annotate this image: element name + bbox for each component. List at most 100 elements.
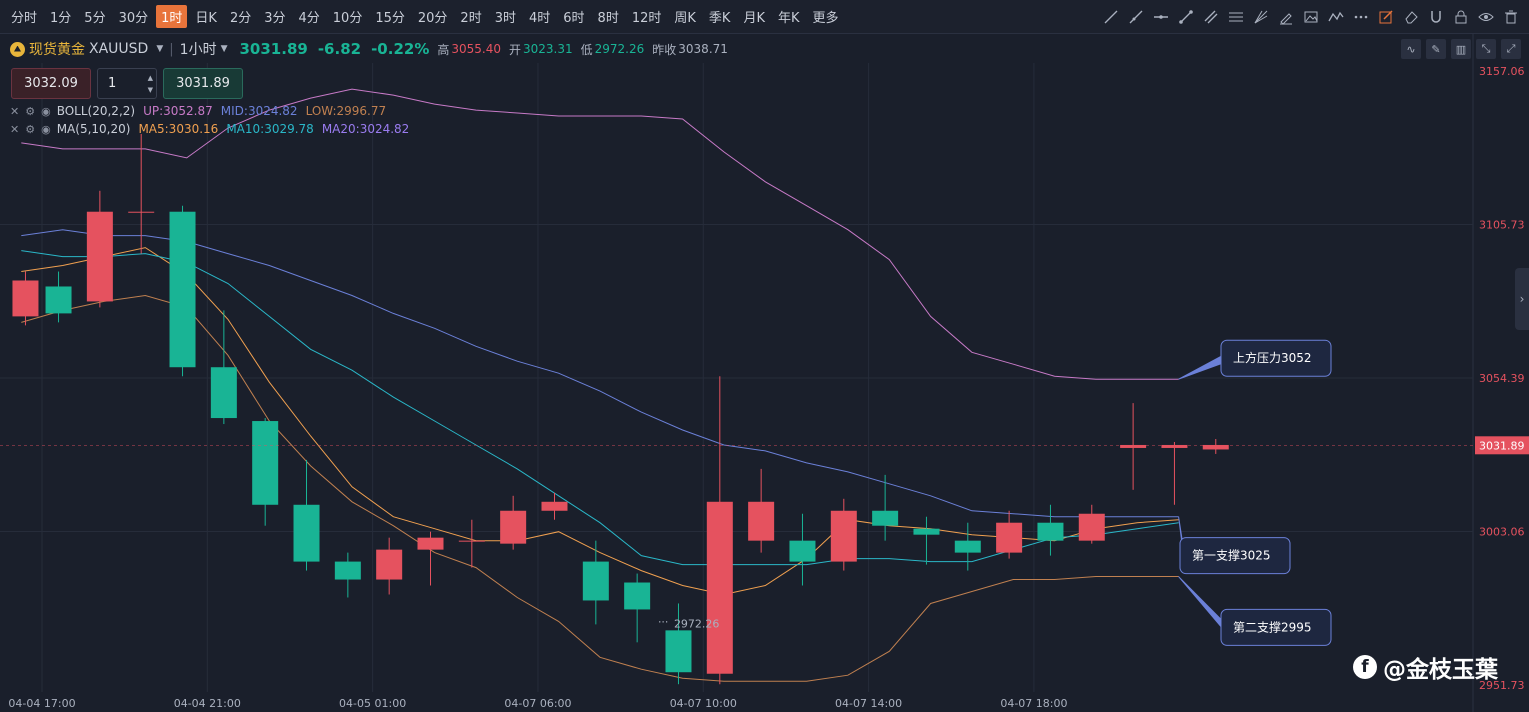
period-tab[interactable]: 2分 [229,11,252,26]
collapse-panel-button[interactable]: › [1515,268,1529,330]
period-tab[interactable]: 月K [743,11,765,26]
candle-body[interactable] [541,501,568,511]
symbol-code[interactable]: XAUUSD [89,41,149,57]
annotation-box[interactable] [1220,339,1332,377]
parallel-line-icon[interactable] [1199,5,1223,29]
chevron-down-icon[interactable]: ▼ [220,44,228,54]
stepper-arrows-icon[interactable]: ▲ ▼ [147,74,153,94]
magnet-icon[interactable] [1424,5,1448,29]
y-tick-label: 3157.06 [1479,65,1525,78]
candle-body[interactable] [252,421,279,505]
wave-icon[interactable] [1324,5,1348,29]
period-tab[interactable]: 日K [195,11,217,26]
extended-line-icon[interactable] [1124,5,1148,29]
eraser-icon[interactable] [1399,5,1423,29]
period-tab[interactable]: 10分 [332,11,363,26]
period-tab[interactable]: 5分 [84,11,106,26]
chart-type-icon[interactable]: ▥ [1451,39,1471,59]
period-tab[interactable]: 1时 [156,5,188,28]
candle-body[interactable] [86,211,113,302]
candle-body[interactable] [582,561,609,601]
candle-body[interactable] [1037,522,1064,541]
period-tab[interactable]: 4时 [528,11,551,26]
period-tab[interactable]: 4分 [298,11,320,26]
eye-icon[interactable] [1474,5,1498,29]
candle-body[interactable] [665,630,692,673]
quantity-value[interactable]: 1 [108,76,117,91]
candle-body[interactable] [334,561,361,580]
period-tab[interactable]: 分时 [11,11,38,26]
fibonacci-icon[interactable] [1224,5,1248,29]
eye-icon[interactable]: ◉ [41,104,51,118]
period-tab[interactable]: 20分 [417,11,448,26]
candle-body[interactable] [1202,444,1229,450]
candle-body[interactable] [169,211,196,368]
trash-icon[interactable] [1499,5,1523,29]
candle-body[interactable] [624,582,651,610]
candle-body[interactable] [128,211,155,213]
edit-icon[interactable] [1374,5,1398,29]
candle-body[interactable] [872,510,899,526]
candle-body[interactable] [913,528,940,535]
period-tab[interactable]: 12时 [631,11,662,26]
image-icon[interactable] [1299,5,1323,29]
candle-body[interactable] [376,549,403,580]
fullscreen-icon[interactable]: ⤢ [1501,39,1521,59]
period-tab[interactable]: 3分 [264,11,286,26]
candle-body[interactable] [748,501,775,541]
candle-body[interactable] [706,501,733,674]
candle-body[interactable] [500,510,527,544]
close-icon[interactable]: ✕ [10,122,20,136]
settings-icon[interactable]: ⚙ [25,104,36,118]
period-tab[interactable]: 30分 [118,11,149,26]
chevron-right-icon[interactable]: › [1519,292,1525,306]
more-dots-icon[interactable] [1349,5,1373,29]
candle-body[interactable] [210,367,237,419]
segment-line-icon[interactable] [1174,5,1198,29]
boll-low: LOW:2996.77 [305,104,387,118]
eye-icon[interactable]: ◉ [41,122,51,136]
chevron-down-icon[interactable]: ▼ [156,44,164,54]
brush-icon[interactable] [1274,5,1298,29]
period-tab[interactable]: 6时 [563,11,585,26]
period-tab[interactable]: 更多 [812,11,839,26]
shrink-icon[interactable]: ⤡ [1476,39,1496,59]
symbol-name[interactable]: 现货黄金 [29,42,85,58]
period-tab[interactable]: 周K [674,11,696,26]
draw-icon[interactable]: ✎ [1426,39,1446,59]
close-icon[interactable]: ✕ [10,104,20,118]
period-tab[interactable]: 2时 [460,11,482,26]
annotation-box[interactable] [1220,608,1332,646]
period-tab[interactable]: 季K [708,11,731,26]
candle-body[interactable] [417,537,444,550]
candle-body[interactable] [458,540,485,542]
candle-body[interactable] [12,280,39,317]
sell-button[interactable]: 3032.09 [11,68,91,99]
candle-body[interactable] [293,504,320,562]
candle-body[interactable] [789,540,816,562]
period-tab[interactable]: 1分 [50,11,72,26]
annotation-box[interactable] [1179,537,1291,575]
buy-button[interactable]: 3031.89 [163,68,243,99]
horizontal-line-icon[interactable] [1149,5,1173,29]
period-select[interactable]: 1小时 [179,42,217,58]
fan-icon[interactable] [1249,5,1273,29]
period-tab[interactable]: 年K [777,11,800,26]
candle-body[interactable] [830,510,857,562]
ray-line-icon[interactable] [1099,5,1123,29]
period-tab[interactable]: 15分 [375,11,405,26]
period-tab[interactable]: 3时 [494,11,516,26]
candle-body[interactable] [1120,444,1147,448]
candle-body[interactable] [996,522,1023,553]
candle-body[interactable] [45,286,72,314]
series-line-low [21,294,1179,682]
candle-body[interactable] [1078,513,1105,541]
period-tab[interactable]: 8时 [597,11,619,26]
quantity-stepper[interactable]: 1 ▲ ▼ [97,68,157,99]
candle-body[interactable] [954,540,981,553]
settings-icon[interactable]: ⚙ [25,122,36,136]
indicator-icon[interactable]: ∿ [1401,39,1421,59]
candle-body[interactable] [1161,444,1188,448]
lock-icon[interactable] [1449,5,1473,29]
